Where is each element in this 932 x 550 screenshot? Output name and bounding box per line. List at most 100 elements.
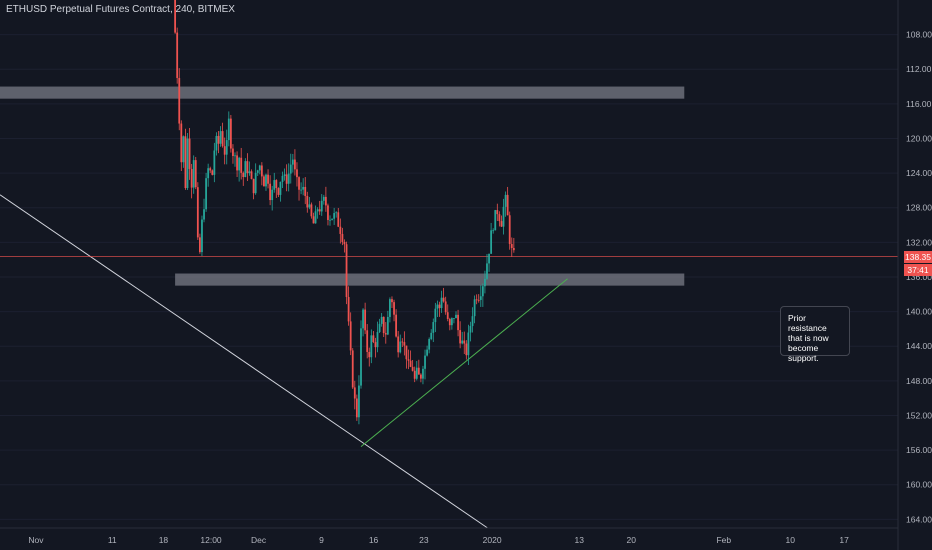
candle-body — [428, 339, 431, 350]
price-tick-label: 112.00 — [906, 64, 932, 74]
candle-body — [415, 367, 418, 379]
candle-body — [227, 118, 230, 141]
candle-body — [269, 183, 272, 201]
candle-body — [502, 206, 505, 227]
candle-body — [432, 322, 435, 333]
candle-body — [347, 297, 350, 322]
candle-body — [465, 343, 468, 356]
price-tick-label: 108.00 — [906, 30, 932, 40]
candle-body — [244, 161, 247, 178]
candle-body — [271, 189, 274, 201]
drawing-overlays[interactable] — [0, 86, 898, 529]
candle-body — [215, 135, 218, 151]
candle-body — [318, 209, 321, 212]
candle-body — [496, 210, 499, 215]
candle-body — [380, 316, 383, 324]
time-tick-label: 9 — [319, 535, 324, 545]
time-tick-label: 2020 — [483, 535, 502, 545]
candle-body — [207, 168, 210, 179]
price-tick-label: 136.00 — [906, 272, 932, 282]
candle-body — [506, 194, 509, 216]
candle-body — [494, 210, 497, 231]
candle-body — [238, 157, 241, 171]
downtrend-line — [0, 194, 488, 529]
resistance-zone — [0, 86, 685, 99]
price-tick-label: 120.00 — [906, 133, 932, 143]
candle-body — [229, 118, 232, 149]
time-tick-label: 11 — [108, 535, 117, 545]
candle-body — [409, 360, 412, 367]
candle-body — [331, 218, 333, 220]
candle-body — [389, 299, 391, 317]
candle-body — [395, 314, 398, 337]
candle-body — [353, 387, 356, 399]
candle-body — [178, 77, 181, 124]
candle-body — [405, 345, 408, 360]
price-tick-label: 144.00 — [906, 341, 932, 351]
candle-body — [256, 170, 259, 173]
candle-body — [182, 136, 185, 163]
candle-body — [448, 318, 451, 326]
candle-body — [393, 302, 395, 315]
candle-body — [397, 336, 400, 353]
candle-body — [413, 370, 416, 379]
candle-body — [401, 341, 404, 343]
time-tick-label: 13 — [574, 535, 584, 545]
candle-body — [378, 323, 381, 333]
candle-body — [446, 312, 449, 319]
price-tick-label: 160.00 — [906, 480, 932, 490]
candle-body — [399, 341, 402, 353]
candle-body — [382, 316, 385, 334]
candle-body — [473, 299, 476, 317]
price-tick-label: 152.00 — [906, 410, 932, 420]
symbol-title: ETHUSD Perpetual Futures Contract, 240, … — [6, 4, 235, 15]
candle-body — [296, 169, 298, 178]
candle-body — [471, 316, 474, 327]
candle-body — [201, 219, 203, 253]
candle-body — [411, 366, 414, 371]
candle-body — [198, 237, 201, 253]
candle-body — [300, 189, 302, 191]
candle-body — [312, 216, 315, 224]
time-tick-label: 17 — [839, 535, 849, 545]
candle-body — [512, 247, 515, 251]
candle-body — [263, 176, 265, 187]
candle-body — [252, 178, 255, 194]
candle-body — [438, 304, 441, 309]
candle-body — [419, 374, 422, 379]
candle-body — [232, 148, 234, 156]
candle-body — [258, 165, 261, 171]
candle-body — [314, 211, 317, 224]
time-tick-label: 20 — [627, 535, 637, 545]
candle-body — [275, 180, 278, 189]
candle-body — [298, 177, 300, 190]
candle-body — [486, 263, 488, 279]
candle-body — [374, 342, 377, 348]
candle-body — [219, 131, 222, 144]
candle-body — [366, 330, 369, 352]
candle-body — [498, 214, 501, 222]
candle-body — [221, 131, 224, 147]
price-tick-label: 140.00 — [906, 307, 932, 317]
price-tick-label: 128.00 — [906, 203, 932, 213]
candle-body — [250, 171, 253, 179]
time-axis[interactable]: Nov 11 18 12:00 Dec 9 16 23 2020 13 20 Feb 10 17 — [28, 535, 849, 545]
candle-body — [434, 308, 437, 323]
candle-body — [358, 385, 360, 418]
candle-body — [364, 309, 367, 331]
candle-body — [283, 174, 286, 176]
candle-body — [310, 204, 313, 217]
price-tick-label: 132.00 — [906, 237, 932, 247]
candle-body — [360, 328, 362, 386]
candle-body — [417, 367, 420, 375]
price-axis[interactable]: 164.00 160.00 156.00 152.00 148.00 144.00 140.… — [906, 30, 932, 525]
uptrend-line — [360, 278, 568, 448]
callout-annotation[interactable]: Prior resistance that is now become supp… — [780, 306, 850, 363]
candle-body — [242, 172, 245, 178]
candle-body — [500, 221, 503, 227]
candle-series — [174, 0, 515, 425]
candle-body — [329, 219, 331, 221]
current-price-label: 138.35 — [904, 251, 932, 263]
candle-body — [203, 209, 205, 220]
